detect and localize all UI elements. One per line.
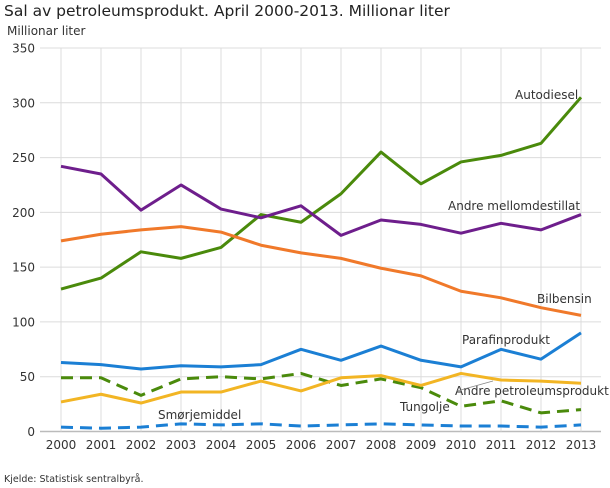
y-tick-label: 200 [12, 206, 35, 220]
series-line-andre-petroleumsprodukt [60, 371, 582, 405]
x-tick-label: 2007 [326, 438, 357, 452]
series-label-andre-mellomdestillat: Andre mellomdestillat [448, 199, 580, 213]
x-tick-label: 2010 [446, 438, 477, 452]
y-tick-label: 350 [12, 42, 35, 56]
series-line-smorjemiddel [60, 422, 582, 430]
x-tick-label: 2001 [86, 438, 117, 452]
y-tick-label: 50 [20, 370, 35, 384]
series-line-bilbensin [60, 225, 582, 317]
x-tick-label: 2004 [206, 438, 237, 452]
x-tick-label: 2003 [166, 438, 197, 452]
series-line-parafinprodukt [60, 331, 582, 371]
series-label-tungolje: Tungolje [399, 400, 450, 414]
series-label-bilbensin: Bilbensin [537, 292, 592, 306]
x-tick-label: 2006 [286, 438, 317, 452]
x-tick-label: 2012 [526, 438, 557, 452]
chart-title: Sal av petroleumsprodukt. April 2000-201… [4, 2, 450, 20]
y-tick-label: 0 [27, 425, 35, 439]
x-tick-label: 2011 [486, 438, 517, 452]
x-tick-label: 2005 [246, 438, 277, 452]
x-tick-label: 2000 [46, 438, 77, 452]
label-leader-line [456, 380, 494, 392]
series-label-smorjemiddel: Smørjemiddel [158, 408, 241, 422]
series-label-andre-petroleumsprodukt: Andre petroleumsprodukt [455, 384, 609, 398]
x-tick-label: 2009 [406, 438, 437, 452]
x-tick-label: 2013 [566, 438, 597, 452]
series-line-tungolje [61, 371, 582, 415]
x-tick-label: 2008 [366, 438, 397, 452]
series-label-parafinprodukt: Parafinprodukt [462, 333, 550, 347]
series-line-autodiesel [60, 96, 583, 291]
y-axis-label: Millionar liter [7, 24, 86, 38]
y-tick-label: 150 [12, 261, 35, 275]
series-line-andre-mellomdestillat [60, 164, 582, 237]
y-tick-label: 300 [12, 96, 35, 110]
y-tick-label: 250 [12, 151, 35, 165]
source-note: Kjelde: Statistisk sentralbyrå. [4, 474, 144, 485]
y-tick-label: 100 [12, 315, 35, 329]
x-tick-label: 2002 [126, 438, 157, 452]
series-label-autodiesel: Autodiesel [515, 88, 578, 102]
